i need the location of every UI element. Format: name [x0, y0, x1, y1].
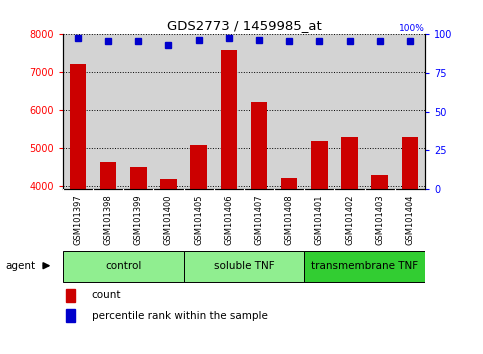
- Text: percentile rank within the sample: percentile rank within the sample: [92, 311, 268, 321]
- Bar: [63, 251, 184, 281]
- Text: soluble TNF: soluble TNF: [213, 261, 274, 271]
- Bar: [371, 175, 388, 189]
- Bar: [304, 251, 425, 281]
- Bar: [67, 289, 75, 302]
- Text: GSM101406: GSM101406: [224, 194, 233, 245]
- Text: GSM101398: GSM101398: [103, 194, 113, 245]
- Bar: [160, 179, 177, 189]
- Bar: [402, 137, 418, 189]
- Bar: [311, 141, 327, 189]
- Title: GDS2773 / 1459985_at: GDS2773 / 1459985_at: [167, 19, 321, 33]
- Text: 100%: 100%: [399, 24, 425, 33]
- Text: agent: agent: [5, 261, 35, 271]
- Text: count: count: [92, 290, 121, 300]
- Text: transmembrane TNF: transmembrane TNF: [311, 261, 418, 271]
- Text: GSM101404: GSM101404: [405, 194, 414, 245]
- Text: GSM101407: GSM101407: [255, 194, 264, 245]
- Text: GSM101402: GSM101402: [345, 194, 354, 245]
- Text: GSM101399: GSM101399: [134, 194, 143, 245]
- Text: GSM101405: GSM101405: [194, 194, 203, 245]
- Text: GSM101401: GSM101401: [315, 194, 324, 245]
- Text: GSM101408: GSM101408: [284, 194, 294, 245]
- Bar: [100, 162, 116, 189]
- Text: control: control: [105, 261, 142, 271]
- Bar: [281, 178, 298, 189]
- Bar: [130, 167, 146, 189]
- Bar: [341, 137, 358, 189]
- Bar: [221, 50, 237, 189]
- Bar: [184, 251, 304, 281]
- Text: GSM101400: GSM101400: [164, 194, 173, 245]
- Text: GSM101403: GSM101403: [375, 194, 384, 245]
- Bar: [67, 309, 75, 322]
- Text: GSM101397: GSM101397: [73, 194, 83, 245]
- Bar: [70, 64, 86, 189]
- Bar: [190, 144, 207, 189]
- Bar: [251, 102, 267, 189]
